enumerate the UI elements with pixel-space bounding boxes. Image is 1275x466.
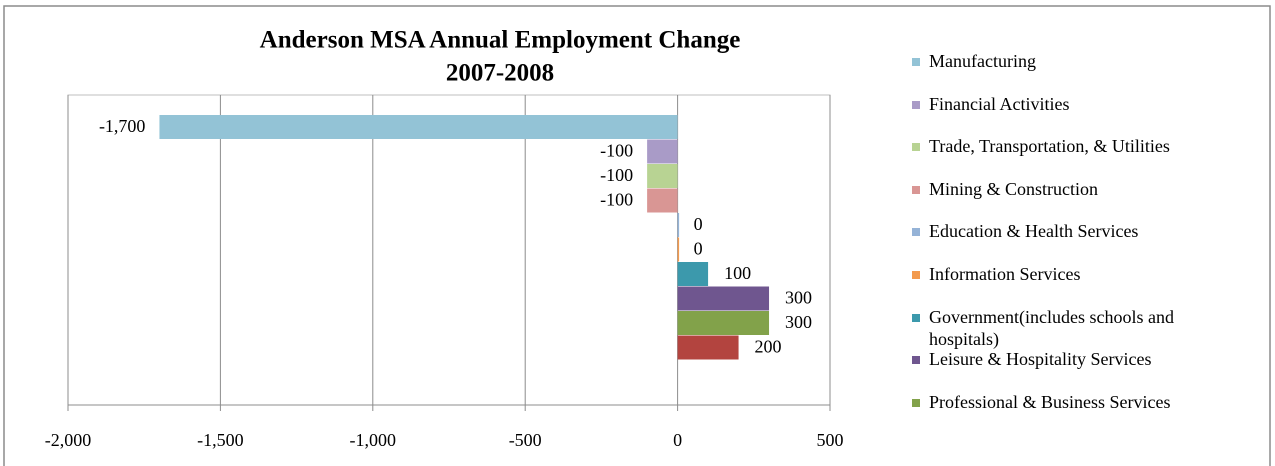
bar	[677, 213, 680, 237]
legend-swatch	[912, 356, 920, 365]
legend-item: Information Services	[912, 263, 1242, 306]
legend-label: Mining & Construction	[929, 178, 1099, 199]
data-label: 300	[785, 288, 812, 308]
x-tick-label: -2,000	[45, 430, 92, 450]
x-tick-label: -1,500	[197, 430, 244, 450]
x-tick-label: -500	[509, 430, 542, 450]
legend-label: Professional & Business Services	[929, 391, 1171, 412]
bar	[647, 164, 678, 188]
data-label: 100	[724, 263, 751, 283]
legend: Manufacturing Financial Activities Trade, …	[912, 50, 1242, 433]
data-label: 300	[785, 312, 812, 332]
legend-label: Financial Activities	[929, 93, 1070, 114]
legend-item: Leisure & Hospitality Services	[912, 348, 1242, 391]
bar	[647, 139, 678, 164]
x-tick-label: 500	[817, 430, 844, 450]
bar	[647, 188, 678, 213]
bar	[677, 286, 770, 311]
data-label: 200	[755, 337, 782, 357]
bar	[159, 115, 678, 139]
data-label: -100	[600, 190, 633, 210]
legend-swatch	[912, 270, 920, 279]
legend-label: Education & Health Services	[929, 221, 1139, 242]
x-tick-label: -1,000	[350, 430, 397, 450]
legend-item: Mining & Construction	[912, 178, 1242, 221]
bar	[677, 335, 739, 360]
bar	[677, 262, 709, 286]
legend-swatch	[912, 58, 920, 66]
legend-label: Information Services	[929, 263, 1081, 284]
x-tick-label: 0	[673, 430, 682, 450]
data-label: -1,700	[99, 116, 146, 136]
data-label: 0	[694, 214, 703, 234]
legend-swatch	[912, 185, 920, 194]
legend-item: Government(includes schools and hospital…	[912, 306, 1242, 349]
legend-label: Government(includes schools and hospital…	[929, 306, 1174, 349]
data-label: -100	[600, 141, 633, 161]
legend-swatch	[912, 100, 920, 109]
chart-title: Anderson MSA Annual Employment Change	[260, 27, 741, 54]
legend-item: Manufacturing	[912, 50, 1242, 93]
data-label: -100	[600, 165, 633, 185]
legend-label: Manufacturing	[929, 51, 1036, 71]
legend-label: Leisure & Hospitality Services	[929, 349, 1152, 370]
legend-swatch	[912, 143, 920, 152]
legend-swatch	[912, 313, 920, 322]
bar	[677, 237, 680, 262]
legend-label: Trade, Transportation, & Utilities	[929, 136, 1170, 157]
bar	[677, 311, 770, 335]
data-label: 0	[694, 239, 703, 259]
legend-item: Professional & Business Services	[912, 391, 1242, 434]
legend-item: Trade, Transportation, & Utilities	[912, 135, 1242, 178]
legend-item: Education & Health Services	[912, 220, 1242, 263]
legend-item: Financial Activities	[912, 93, 1242, 136]
chart-title: 2007-2008	[446, 60, 554, 87]
legend-swatch	[912, 228, 920, 237]
legend-swatch	[912, 398, 920, 407]
chart-frame	[3, 5, 1271, 466]
